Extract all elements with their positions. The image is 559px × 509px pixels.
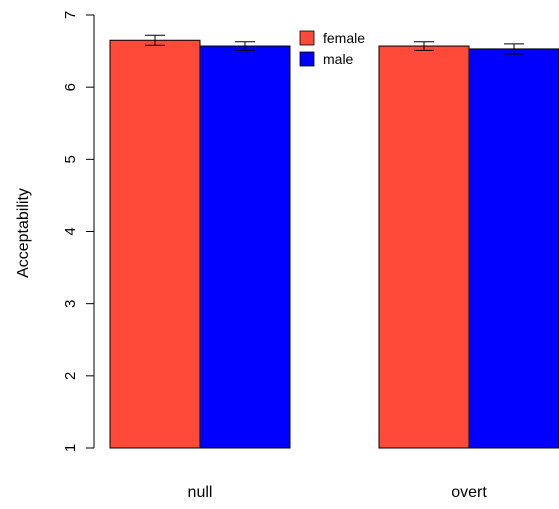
error-bar-overt-male bbox=[504, 43, 524, 55]
y-axis: 1 2 3 4 5 6 7 bbox=[62, 11, 95, 452]
category-label-overt: overt bbox=[451, 484, 487, 501]
y-tick-label: 4 bbox=[62, 227, 79, 235]
bars-group bbox=[109, 34, 559, 449]
legend-label-female: female bbox=[323, 30, 365, 46]
bar-null-female bbox=[109, 39, 201, 449]
category-label-null: null bbox=[188, 484, 213, 501]
legend-label-male: male bbox=[323, 51, 354, 67]
error-bar-overt-female bbox=[414, 41, 434, 51]
y-tick-label: 7 bbox=[62, 11, 79, 19]
bar-overt-female bbox=[378, 45, 470, 449]
category-labels: null overt bbox=[188, 484, 488, 501]
y-tick-label: 1 bbox=[62, 444, 79, 452]
legend-swatch-female bbox=[299, 30, 315, 46]
y-tick-label: 6 bbox=[62, 83, 79, 91]
bar-overt-male bbox=[468, 48, 559, 449]
legend: female male bbox=[299, 30, 365, 67]
bar-null-male bbox=[199, 45, 291, 449]
error-bar-null-female bbox=[145, 34, 165, 46]
error-bar-null-male bbox=[235, 41, 255, 51]
y-tick-label: 3 bbox=[62, 299, 79, 307]
legend-swatch-male bbox=[299, 51, 315, 67]
y-tick-label: 2 bbox=[62, 372, 79, 380]
y-tick-label: 5 bbox=[62, 155, 79, 163]
y-axis-title: Acceptability bbox=[15, 188, 32, 278]
